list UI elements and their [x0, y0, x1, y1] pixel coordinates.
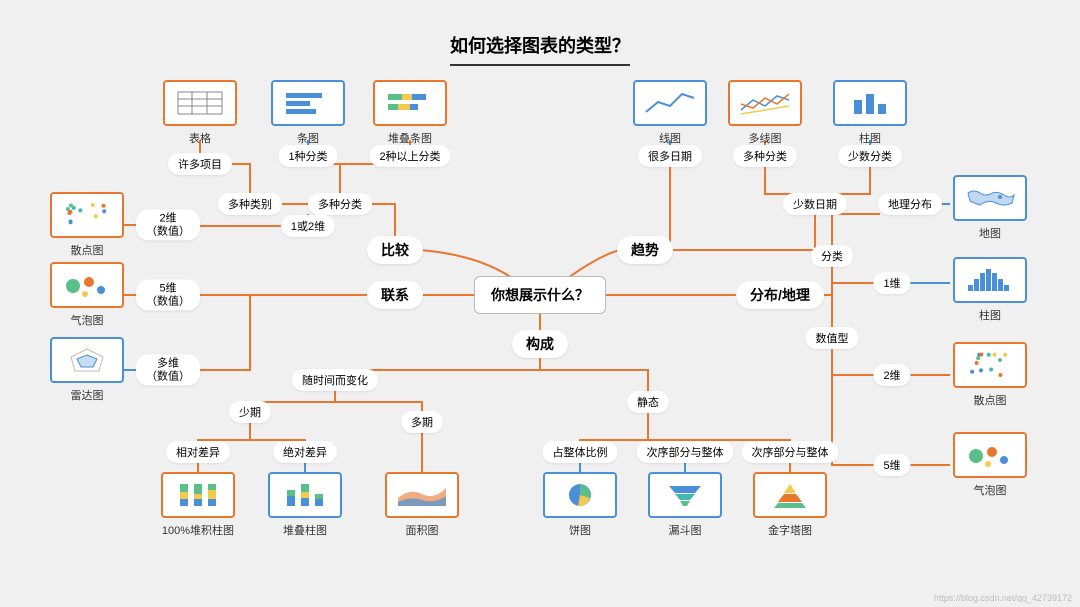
stack100-icon: [161, 472, 235, 518]
pyramid-icon: [753, 472, 827, 518]
card-label: 雷达图: [71, 387, 104, 403]
bubble-icon: [953, 432, 1027, 478]
tag-t-5d2: 5维: [873, 454, 910, 476]
tag-t-2d2: 2维: [873, 364, 910, 386]
tag-t-fewper: 少期: [229, 401, 271, 423]
tag-t-numeric: 数值型: [806, 327, 859, 349]
tag-t-cat: 分类: [811, 245, 853, 267]
hub-trend: 趋势: [617, 236, 673, 264]
tag-t-geo: 地理分布: [878, 193, 942, 215]
card-c-stackbar: 堆叠条图: [373, 80, 447, 146]
table-icon: [163, 80, 237, 126]
card-c-funnel: 漏斗图: [648, 472, 722, 538]
card-c-radar: 雷达图: [50, 337, 124, 403]
center-question: 你想展示什么？: [474, 276, 606, 314]
card-c-bar: 条图: [271, 80, 345, 146]
card-label: 柱图: [859, 130, 881, 146]
scatter-icon: [953, 342, 1027, 388]
tag-t-manydate: 很多日期: [638, 145, 702, 167]
tag-t-2d: 2维（数值）: [136, 209, 200, 240]
card-label: 气泡图: [974, 482, 1007, 498]
card-label: 散点图: [71, 242, 104, 258]
tag-t-fewclass: 少数分类: [838, 145, 902, 167]
card-c-col: 柱图: [833, 80, 907, 146]
hub-compare: 比较: [367, 236, 423, 264]
card-label: 多线图: [749, 130, 782, 146]
radar-icon: [50, 337, 124, 383]
bubble-icon: [50, 262, 124, 308]
tag-t-wholepct: 占整体比例: [543, 441, 618, 463]
tag-t-absdiff: 绝对差异: [273, 441, 337, 463]
card-c-table: 表格: [163, 80, 237, 146]
card-c-pyramid: 金字塔图: [753, 472, 827, 538]
hbar-icon: [271, 80, 345, 126]
card-c-map: 地图: [953, 175, 1027, 241]
card-label: 气泡图: [71, 312, 104, 328]
tag-t-1or2d: 1或2维: [281, 215, 335, 237]
card-label: 金字塔图: [768, 522, 812, 538]
tag-t-timevar: 随时间而变化: [292, 369, 378, 391]
pie-icon: [543, 472, 617, 518]
tag-t-2plus: 2种以上分类: [369, 145, 450, 167]
tag-t-seqwhole2: 次序部分与整体: [742, 441, 839, 463]
tag-t-manyclass2: 多种分类: [733, 145, 797, 167]
card-c-line: 线图: [633, 80, 707, 146]
card-label: 漏斗图: [669, 522, 702, 538]
card-c-bubble2: 气泡图: [953, 432, 1027, 498]
scatter-icon: [50, 192, 124, 238]
card-c-pie: 饼图: [543, 472, 617, 538]
tag-t-manyper: 多期: [401, 411, 443, 433]
card-c-col2: 柱图: [953, 257, 1027, 323]
card-label: 面积图: [406, 522, 439, 538]
card-c-stackcol: 堆叠柱图: [268, 472, 342, 538]
tag-t-reldiff: 相对差异: [166, 441, 230, 463]
hub-distrib: 分布/地理: [736, 281, 824, 309]
card-label: 100%堆积柱图: [162, 522, 234, 538]
card-label: 地图: [979, 225, 1001, 241]
hub-compose: 构成: [512, 330, 568, 358]
tag-t-1cat: 1种分类: [278, 145, 337, 167]
card-c-bubble: 气泡图: [50, 262, 124, 328]
multiline-icon: [728, 80, 802, 126]
histogram-icon: [953, 257, 1027, 303]
card-label: 表格: [189, 130, 211, 146]
card-label: 饼图: [569, 522, 591, 538]
watermark: https://blog.csdn.net/qq_42739172: [934, 593, 1072, 603]
tag-t-1d: 1维: [873, 272, 910, 294]
area-icon: [385, 472, 459, 518]
card-label: 散点图: [974, 392, 1007, 408]
card-label: 堆叠柱图: [283, 522, 327, 538]
card-c-stack100: 100%堆积柱图: [161, 472, 235, 538]
hub-relate: 联系: [367, 281, 423, 309]
card-c-scatter2: 散点图: [953, 342, 1027, 408]
card-c-area: 面积图: [385, 472, 459, 538]
page-title: 如何选择图表的类型？: [450, 32, 630, 66]
tag-t-5d: 5维（数值）: [136, 279, 200, 310]
tag-t-static: 静态: [627, 391, 669, 413]
line-icon: [633, 80, 707, 126]
map-icon: [953, 175, 1027, 221]
tag-t-seqwhole1: 次序部分与整体: [637, 441, 734, 463]
column-icon: [833, 80, 907, 126]
card-c-multiline: 多线图: [728, 80, 802, 146]
tag-t-manyitems: 许多项目: [168, 153, 232, 175]
stackhbar-icon: [373, 80, 447, 126]
stackcol-icon: [268, 472, 342, 518]
tag-t-manyclass: 多种分类: [308, 193, 372, 215]
card-label: 柱图: [979, 307, 1001, 323]
tag-t-nd: 多维（数值）: [136, 354, 200, 385]
card-label: 条图: [297, 130, 319, 146]
card-label: 堆叠条图: [388, 130, 432, 146]
card-label: 线图: [659, 130, 681, 146]
tag-t-manycats: 多种类别: [218, 193, 282, 215]
tag-t-fewdate: 少数日期: [783, 193, 847, 215]
card-c-scatter: 散点图: [50, 192, 124, 258]
funnel-icon: [648, 472, 722, 518]
